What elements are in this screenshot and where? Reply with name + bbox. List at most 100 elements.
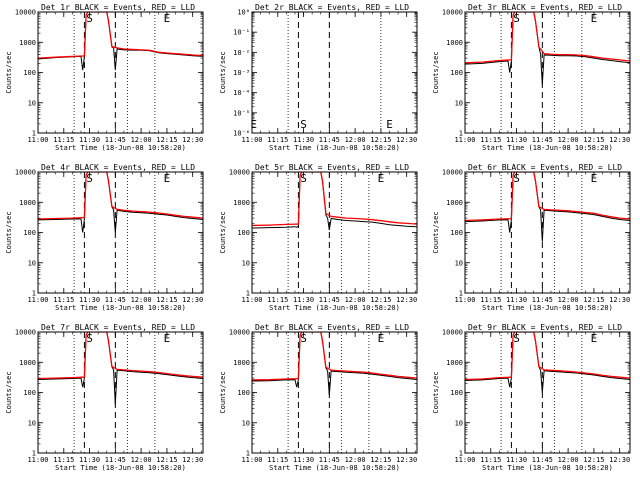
- time-marker-s: S: [300, 118, 307, 131]
- panel-title: Det 5r BLACK = Events, RED = LLD: [255, 163, 409, 172]
- y-tick-label: 10: [455, 259, 463, 267]
- x-tick-label: 11:15: [480, 296, 501, 304]
- x-axis-label: Start Time (18-Jun-08 10:58:20): [269, 464, 400, 472]
- chart-panel-6: Det 6r BLACK = Events, RED = LLD 1 10 100 10…: [432, 163, 631, 312]
- y-tick-label: 1: [246, 450, 250, 458]
- x-tick-label: 12:15: [583, 456, 604, 464]
- x-tick-label: 12:15: [370, 456, 391, 464]
- chart-panel-1: Det 1r BLACK = Events, RED = LLD 1 10 100 10…: [5, 3, 204, 152]
- y-tick-label: 100: [23, 69, 36, 77]
- y-tick-label: 10000: [442, 9, 463, 17]
- x-tick-label: 11:15: [53, 136, 74, 144]
- x-axis-label: Start Time (18-Jun-08 10:58:20): [55, 304, 186, 312]
- x-tick-label: 12:30: [396, 456, 417, 464]
- y-tick-label: 1000: [446, 199, 463, 207]
- panel-title: Det 2r BLACK = Events, RED = LLD: [255, 3, 409, 12]
- x-tick-label: 11:00: [454, 136, 475, 144]
- y-tick-label: 10000: [229, 169, 250, 177]
- x-tick-label: 11:15: [480, 456, 501, 464]
- y-axis-label: Counts/sec: [5, 371, 13, 413]
- y-tick-label: 1: [459, 290, 463, 298]
- lld-series-line: [465, 332, 630, 381]
- y-tick-label: 10: [28, 99, 36, 107]
- chart-panel-9: Det 9r BLACK = Events, RED = LLD 1 10 100 10…: [432, 323, 631, 472]
- plot-frame: [464, 171, 631, 294]
- time-marker-s: S: [300, 172, 307, 185]
- x-tick-label: 11:45: [319, 136, 340, 144]
- y-tick-label: 1: [459, 130, 463, 138]
- panel-title: Det 9r BLACK = Events, RED = LLD: [468, 323, 622, 332]
- y-tick-label: 10: [28, 259, 36, 267]
- x-axis-label: Start Time (18-Jun-08 10:58:20): [482, 144, 613, 152]
- x-tick-label: 11:00: [241, 296, 262, 304]
- x-tick-label: 12:15: [583, 296, 604, 304]
- time-marker-s: S: [86, 12, 93, 25]
- time-marker-e: E: [378, 172, 385, 185]
- y-tick-label: 10: [242, 259, 250, 267]
- x-tick-label: 12:15: [370, 136, 391, 144]
- x-tick-label: 11:45: [105, 136, 126, 144]
- y-tick-label: 10: [455, 419, 463, 427]
- x-tick-label: 12:30: [396, 136, 417, 144]
- y-tick-label: 1: [246, 290, 250, 298]
- panel-title: Det 1r BLACK = Events, RED = LLD: [41, 3, 195, 12]
- x-tick-label: 11:15: [267, 456, 288, 464]
- x-tick-label: 12:30: [609, 456, 630, 464]
- y-tick-label: 10000: [15, 329, 36, 337]
- x-tick-label: 11:30: [506, 456, 527, 464]
- x-tick-label: 11:30: [293, 296, 314, 304]
- y-tick-label: 10: [242, 419, 250, 427]
- x-tick-label: 11:30: [293, 136, 314, 144]
- plot-frame: [37, 11, 204, 134]
- x-tick-label: 11:45: [105, 296, 126, 304]
- events-series-line: [465, 172, 630, 242]
- panel-title: Det 6r BLACK = Events, RED = LLD: [468, 163, 622, 172]
- time-marker-s: S: [513, 172, 520, 185]
- y-tick-label: 10⁻⁵: [233, 109, 250, 117]
- y-tick-label: 100: [450, 69, 463, 77]
- y-tick-label: 1: [32, 450, 36, 458]
- time-marker-s: S: [300, 332, 307, 345]
- y-tick-label: 10: [455, 99, 463, 107]
- y-tick-label: 10⁻⁶: [233, 130, 250, 138]
- x-tick-label: 12:30: [182, 456, 203, 464]
- y-axis-label: Counts/sec: [219, 371, 227, 413]
- y-tick-label: 1000: [19, 39, 36, 47]
- x-tick-label: 12:30: [609, 136, 630, 144]
- plot-frame: [251, 171, 418, 294]
- events-series-line: [465, 332, 630, 393]
- lld-series-line: [38, 172, 203, 220]
- y-tick-label: 100: [450, 229, 463, 237]
- x-tick-label: 12:00: [558, 296, 579, 304]
- y-tick-label: 1000: [446, 39, 463, 47]
- x-tick-label: 11:00: [454, 296, 475, 304]
- y-axis-label: Counts/sec: [219, 211, 227, 253]
- chart-panel-3: Det 3r BLACK = Events, RED = LLD 1 10 100 10…: [432, 3, 631, 152]
- y-tick-label: 10⁻²: [233, 49, 250, 57]
- x-tick-label: 12:30: [182, 136, 203, 144]
- panel-title: Det 4r BLACK = Events, RED = LLD: [41, 163, 195, 172]
- y-tick-label: 10000: [442, 169, 463, 177]
- time-marker-e: E: [591, 332, 598, 345]
- y-tick-label: 10: [28, 419, 36, 427]
- y-tick-label: 10⁻³: [233, 69, 250, 77]
- x-tick-label: 12:30: [609, 296, 630, 304]
- x-tick-label: 12:15: [370, 296, 391, 304]
- plot-frame: [464, 331, 631, 454]
- time-marker-s: S: [86, 332, 93, 345]
- lld-series-line: [252, 172, 417, 227]
- x-axis-label: Start Time (18-Jun-08 10:58:20): [55, 464, 186, 472]
- y-tick-label: 10000: [229, 329, 250, 337]
- x-tick-label: 11:30: [506, 136, 527, 144]
- panel-title: Det 8r BLACK = Events, RED = LLD: [255, 323, 409, 332]
- plot-frame: [251, 11, 418, 134]
- x-tick-label: 12:30: [396, 296, 417, 304]
- lld-series-line: [465, 172, 630, 222]
- y-tick-label: 100: [23, 229, 36, 237]
- y-axis-label: Counts/sec: [432, 371, 440, 413]
- time-marker-s: S: [513, 12, 520, 25]
- x-tick-label: 11:30: [506, 296, 527, 304]
- x-tick-label: 11:30: [79, 296, 100, 304]
- x-tick-label: 11:45: [532, 456, 553, 464]
